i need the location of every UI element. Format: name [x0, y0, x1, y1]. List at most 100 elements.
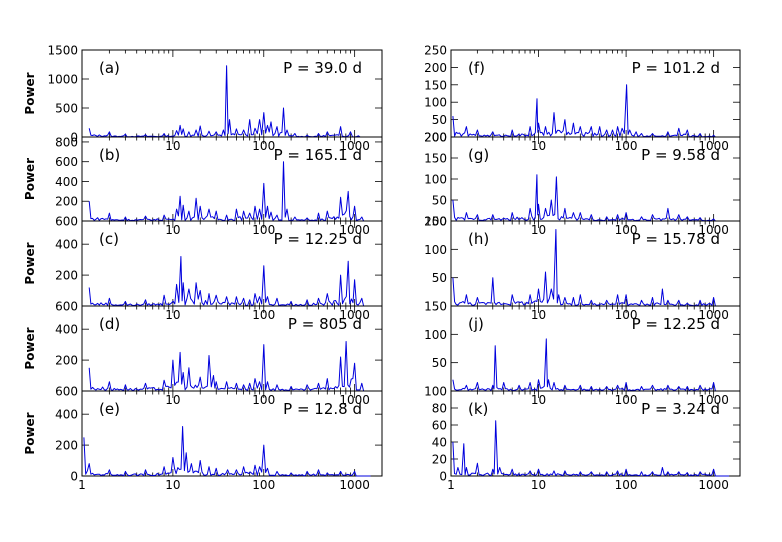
x-tick-label-j: 100 [615, 393, 638, 407]
y-tick-label-a: 500 [55, 102, 78, 116]
period-label-k: P = 3.24 d [641, 400, 720, 418]
y-tick-label-j: 100 [424, 385, 447, 399]
panel-label-c: (c) [99, 230, 119, 248]
x-tick-label-g: 1000 [698, 223, 729, 237]
y-tick-label-f: 150 [424, 78, 447, 92]
x-tick-label-g: 10 [531, 223, 546, 237]
x-tick-label-f: 10 [531, 139, 546, 153]
y-tick-label-a: 1000 [47, 73, 78, 87]
y-tick-label-b: 800 [55, 135, 78, 149]
series-line-j [452, 338, 730, 392]
y-tick-label-k: 80 [432, 402, 447, 416]
y-tick-label-k: 20 [432, 453, 447, 467]
panel-label-b: (b) [99, 146, 120, 164]
y-tick-label-g: 50 [432, 194, 447, 208]
x-tick-label-d: 1000 [339, 393, 370, 407]
x-tick-label-e: 1 [78, 478, 86, 492]
x-tick-label-g: 100 [615, 223, 638, 237]
period-label-a: P = 39.0 d [283, 59, 362, 77]
period-label-e: P = 12.8 d [283, 400, 362, 418]
x-tick-label-h: 1000 [698, 308, 729, 322]
panel-frame-e [81, 390, 383, 477]
x-tick-label-j: 1000 [698, 393, 729, 407]
x-tick-label-f: 1000 [698, 139, 729, 153]
x-tick-label-k: 10 [531, 478, 546, 492]
period-label-f: P = 101.2 d [632, 59, 720, 77]
y-tick-label-g: 100 [424, 173, 447, 187]
period-label-j: P = 12.25 d [632, 315, 720, 333]
x-tick-label-d: 10 [165, 393, 180, 407]
x-tick-label-c: 10 [165, 308, 180, 322]
period-label-d: P = 805 d [288, 315, 362, 333]
x-tick-label-b: 10 [165, 223, 180, 237]
panel-label-k: (k) [468, 400, 488, 418]
series-line-c [88, 256, 371, 307]
y-tick-label-b: 200 [55, 195, 78, 209]
x-tick-label-h: 100 [615, 308, 638, 322]
y-tick-label-a: 0 [70, 131, 78, 145]
y-tick-label-b: 600 [55, 155, 78, 169]
y-tick-label-h: 150 [424, 215, 447, 229]
panel-label-h: (h) [468, 230, 489, 248]
y-tick-label-b: 600 [55, 215, 78, 229]
period-label-h: P = 15.78 d [632, 230, 720, 248]
panel-label-d: (d) [99, 315, 120, 333]
y-tick-label-j: 50 [432, 356, 447, 370]
x-tick-label-a: 1000 [339, 139, 370, 153]
x-tick-label-f: 100 [615, 139, 638, 153]
y-tick-label-g: 200 [424, 131, 447, 145]
x-tick-label-d: 100 [252, 393, 275, 407]
y-tick-label-f: 200 [424, 131, 447, 145]
series-line-f [452, 84, 730, 138]
y-tick-label-f: 250 [424, 44, 447, 58]
y-axis-label-e: Power [23, 412, 37, 454]
y-tick-label-e: 200 [55, 439, 78, 453]
x-tick-label-c: 100 [252, 308, 275, 322]
panel-label-a: (a) [99, 59, 120, 77]
y-tick-label-g: 150 [424, 152, 447, 166]
y-tick-label-g: 200 [424, 215, 447, 229]
x-tick-label-h: 10 [531, 308, 546, 322]
panel-label-e: (e) [99, 400, 120, 418]
x-tick-label-k: 100 [615, 478, 638, 492]
y-axis-label-c: Power [23, 242, 37, 284]
x-tick-label-a: 100 [252, 139, 275, 153]
x-tick-label-e: 1000 [339, 478, 370, 492]
series-line-h [452, 229, 730, 307]
y-tick-label-c: 400 [55, 238, 78, 252]
y-tick-label-e: 0 [70, 470, 78, 484]
y-axis-label-a: Power [23, 72, 37, 114]
y-tick-label-k: 0 [439, 470, 447, 484]
panel-frame-k [450, 390, 741, 477]
x-tick-label-b: 1000 [339, 223, 370, 237]
period-label-g: P = 9.58 d [641, 146, 720, 164]
y-tick-label-c: 200 [55, 269, 78, 283]
y-tick-label-j: 100 [424, 328, 447, 342]
panel-label-f: (f) [468, 59, 485, 77]
y-tick-label-h: 150 [424, 300, 447, 314]
x-tick-label-k: 1 [447, 478, 455, 492]
y-axis-label-b: Power [23, 158, 37, 200]
x-tick-label-k: 1000 [698, 478, 729, 492]
y-tick-label-b: 400 [55, 175, 78, 189]
x-tick-label-c: 1000 [339, 308, 370, 322]
y-tick-label-h: 100 [424, 243, 447, 257]
y-tick-label-d: 400 [55, 323, 78, 337]
panel-label-j: (j) [468, 315, 484, 333]
series-line-g [452, 174, 730, 222]
x-tick-label-a: 10 [165, 139, 180, 153]
x-tick-label-b: 100 [252, 223, 275, 237]
x-tick-label-j: 10 [531, 393, 546, 407]
y-tick-label-k: 60 [432, 419, 447, 433]
panel-label-g: (g) [468, 146, 489, 164]
series-line-b [88, 161, 371, 222]
series-line-e [83, 426, 371, 477]
y-axis-label-d: Power [23, 327, 37, 369]
y-tick-label-d: 200 [55, 354, 78, 368]
y-tick-label-c: 600 [55, 300, 78, 314]
x-tick-label-e: 100 [252, 478, 275, 492]
series-line-k [452, 420, 730, 477]
y-tick-label-a: 1500 [47, 44, 78, 58]
period-label-b: P = 165.1 d [274, 146, 362, 164]
